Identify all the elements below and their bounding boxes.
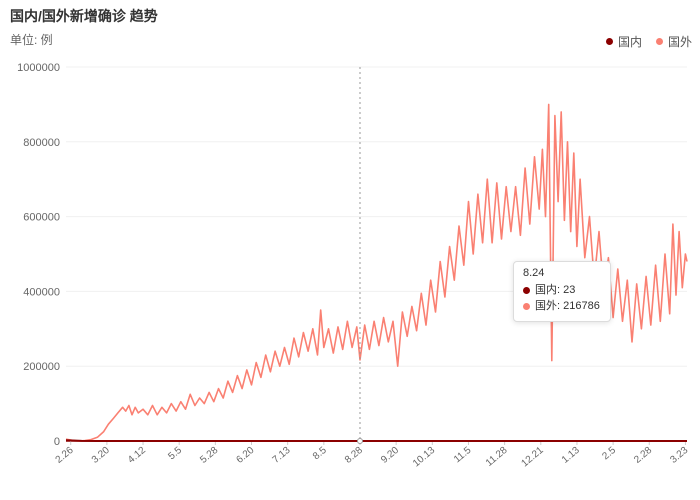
x-tick-label-9.20: 9.20: [379, 445, 401, 466]
tooltip-row-foreign: 国外: 216786: [523, 298, 601, 314]
legend-label-domestic: 国内: [617, 35, 642, 49]
x-axis: 2.26 3.20 4.12 5.5 5.28 6.20 7.13 8.5 8.28 9.20 10…: [54, 441, 691, 469]
y-tick-label-200000: 200000: [23, 361, 60, 373]
y-tick-label-800000: 800000: [23, 137, 60, 149]
x-tick-label-12.21: 12.21: [519, 445, 546, 470]
y-axis: 0 200000 400000 600000 800000 1000000: [17, 62, 60, 448]
hover-point: [356, 438, 363, 444]
y-tick-label-400000: 400000: [23, 286, 60, 298]
x-tick-label-8.5: 8.5: [311, 445, 329, 463]
tooltip-dot-domestic-icon: [523, 286, 530, 294]
x-tick-label-5.28: 5.28: [198, 445, 220, 466]
x-tick-label-6.20: 6.20: [234, 445, 256, 466]
tooltip-dot-foreign-icon: [523, 302, 530, 310]
x-tick-label-5.5: 5.5: [166, 445, 184, 463]
x-tick-label-7.13: 7.13: [271, 445, 293, 466]
x-tick-label-3.20: 3.20: [90, 445, 112, 466]
series-line-domestic: [65, 439, 687, 442]
chart-title: 国内/国外新增确诊 趋势: [10, 8, 158, 24]
x-tick-label-2.5: 2.5: [600, 445, 618, 463]
legend-item-foreign[interactable]: 国外: [655, 33, 692, 50]
grid-lines: [66, 66, 687, 442]
tooltip-value-foreign: 国外: 216786: [535, 300, 600, 312]
legend-label-foreign: 国外: [667, 35, 692, 49]
legend-dot-domestic-icon: [605, 38, 613, 45]
y-tick-label-0: 0: [54, 436, 60, 448]
x-tick-label-11.28: 11.28: [484, 445, 510, 469]
x-tick-label-8.28: 8.28: [343, 445, 365, 466]
y-tick-label-1000000: 1000000: [17, 62, 60, 74]
x-tick-label-4.12: 4.12: [126, 445, 148, 466]
legend-item-domestic[interactable]: 国内: [605, 33, 642, 50]
series-line-foreign: [65, 103, 688, 442]
tooltip-value-domestic: 国内: 23: [535, 284, 576, 296]
x-tick-label-2.28: 2.28: [632, 445, 654, 466]
x-tick-label-3.23: 3.23: [668, 445, 690, 466]
tooltip-row-domestic: 国内: 23: [523, 282, 601, 298]
tooltip: 8.24 国内: 23 国外: 216786: [513, 261, 611, 322]
unit-label: 单位: 例: [10, 33, 53, 47]
series-layer: [65, 103, 688, 442]
hover-indicator: [356, 67, 363, 444]
x-tick-label-11.5: 11.5: [452, 445, 474, 466]
y-tick-label-600000: 600000: [23, 212, 60, 224]
x-tick-label-10.13: 10.13: [411, 445, 438, 470]
legend: 国内 国外: [605, 33, 692, 50]
tooltip-date: 8.24: [523, 267, 545, 279]
legend-dot-foreign-icon: [655, 38, 663, 45]
x-tick-label-1.13: 1.13: [560, 445, 582, 466]
